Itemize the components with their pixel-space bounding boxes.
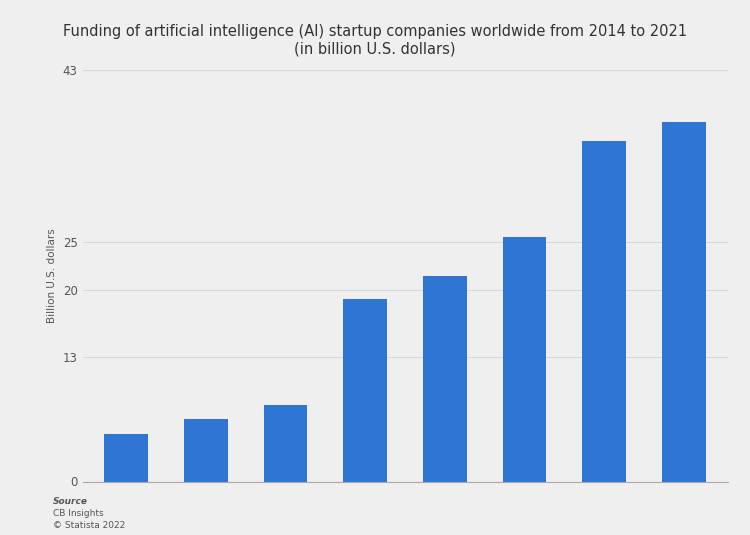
Text: © Statista 2022: © Statista 2022	[53, 521, 124, 530]
Bar	[423, 276, 466, 482]
Bar	[662, 122, 706, 482]
Bar	[104, 433, 148, 482]
Text: CB Insights: CB Insights	[53, 509, 103, 518]
Bar	[344, 300, 387, 482]
Y-axis label: Billion U.S. dollars: Billion U.S. dollars	[47, 228, 57, 323]
Bar	[264, 405, 308, 482]
Bar	[582, 141, 626, 482]
Text: Source: Source	[53, 496, 88, 506]
Text: Funding of artificial intelligence (AI) startup companies worldwide from 2014 to: Funding of artificial intelligence (AI) …	[63, 24, 687, 57]
Bar	[503, 237, 546, 482]
Bar	[184, 419, 228, 482]
